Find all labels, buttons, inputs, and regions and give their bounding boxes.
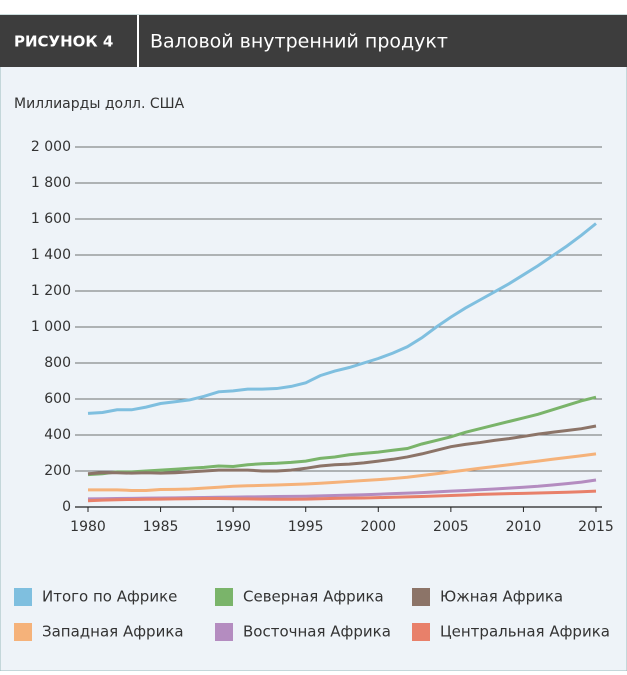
y-tick-label: 200 [44,463,71,479]
y-tick-label: 0 [62,499,71,515]
series-line [87,424,597,476]
legend-label: Южная Африка [440,588,563,606]
legend-swatch [215,623,233,641]
y-tick-label: 1 200 [31,283,71,299]
y-axis-label: Миллиарды долл. США [14,96,185,112]
panel [0,14,627,672]
y-tick-label: 600 [44,391,71,407]
legend-swatch [215,588,233,606]
y-tick-label: 1 600 [31,211,71,227]
figure-title: Валовой внутренний продукт [150,31,448,53]
x-tick-label: 1980 [70,519,106,535]
legend-label: Северная Африка [243,588,384,606]
legend-swatch [14,588,32,606]
header-bar [0,15,627,67]
legend-swatch [412,623,430,641]
legend-label: Западная Африка [42,623,184,641]
legend-swatch [412,588,430,606]
y-tick-label: 1 800 [31,175,71,191]
x-tick-label: 2015 [578,519,614,535]
x-tick-label: 1995 [288,519,324,535]
legend-label: Центральная Африка [440,623,610,641]
figure-label: РИСУНОК 4 [14,33,113,51]
series-line [88,452,597,492]
y-tick-label: 400 [44,427,71,443]
series-line [87,395,597,477]
y-tick-label: 1 000 [31,319,71,335]
x-tick-label: 1990 [215,519,251,535]
y-tick-label: 2 000 [31,139,71,155]
legend-label: Итого по Африке [42,588,177,606]
series-line [87,222,597,415]
y-tick-label: 1 400 [31,247,71,263]
x-tick-label: 2010 [506,519,542,535]
legend-swatch [14,623,32,641]
series-line [87,489,597,503]
legend-label: Восточная Африка [243,623,391,641]
x-tick-label: 1985 [143,519,179,535]
x-tick-label: 2005 [433,519,469,535]
y-tick-label: 800 [44,355,71,371]
x-tick-label: 2000 [360,519,396,535]
